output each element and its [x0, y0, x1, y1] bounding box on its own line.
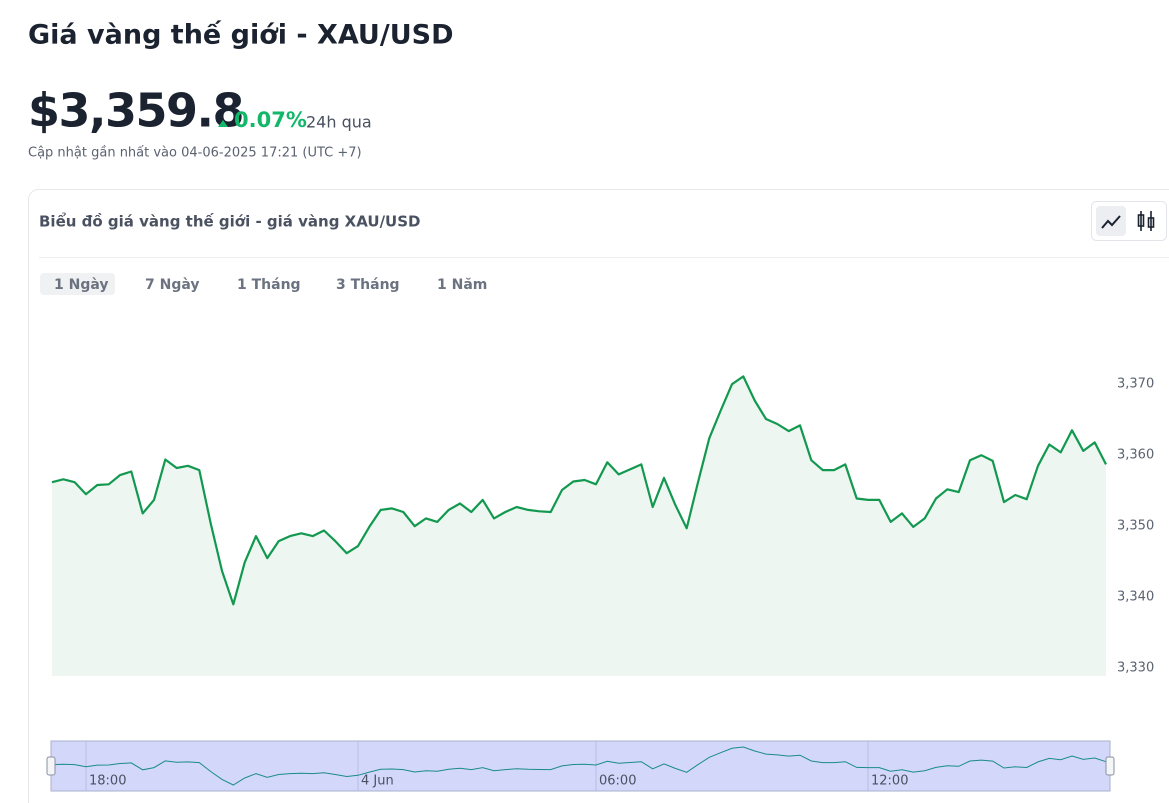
navigator-tick-label: 06:00 [599, 774, 636, 789]
y-tick-label: 3,350 [1117, 519, 1154, 534]
range-tab[interactable]: 3 Tháng [336, 277, 400, 293]
navigator-handle[interactable] [1105, 756, 1115, 776]
up-arrow [218, 120, 228, 127]
change-period: 24h qua [306, 113, 372, 132]
price: $3,359.8 [28, 84, 243, 138]
navigator-tick-label: 12:00 [871, 774, 908, 789]
updated: Cập nhật gần nhất vào 04-06-2025 17:21 (… [28, 146, 362, 161]
y-tick-label: 3,340 [1117, 590, 1154, 605]
range-tab[interactable]: 1 Năm [437, 277, 487, 293]
navigator-line [51, 746, 1107, 786]
change: 0.07% [234, 108, 307, 132]
line-icon [1101, 215, 1121, 229]
area [52, 376, 1106, 676]
y-tick-label: 3,360 [1117, 448, 1154, 463]
price-line [51, 375, 1107, 606]
y-tick-label: 3,370 [1117, 377, 1154, 392]
tab-selected-bg [40, 273, 115, 295]
navigator-tick-label: 4 Jun [361, 774, 394, 789]
y-tick-label: 3,330 [1117, 661, 1154, 676]
page-title: Giá vàng thế giới - XAU/USD [28, 20, 454, 51]
range-tab[interactable]: 1 Ngày [54, 277, 109, 293]
candle-mode-button[interactable] [1137, 211, 1155, 231]
navigator-handle[interactable] [46, 756, 56, 776]
range-tab[interactable]: 1 Tháng [237, 277, 301, 293]
range-tab[interactable]: 7 Ngày [145, 277, 200, 293]
chart-title: Biểu đồ giá vàng thế giới - giá vàng XAU… [39, 212, 420, 231]
line-mode-button[interactable] [1096, 206, 1126, 236]
navigator-tick-label: 18:00 [89, 774, 126, 789]
